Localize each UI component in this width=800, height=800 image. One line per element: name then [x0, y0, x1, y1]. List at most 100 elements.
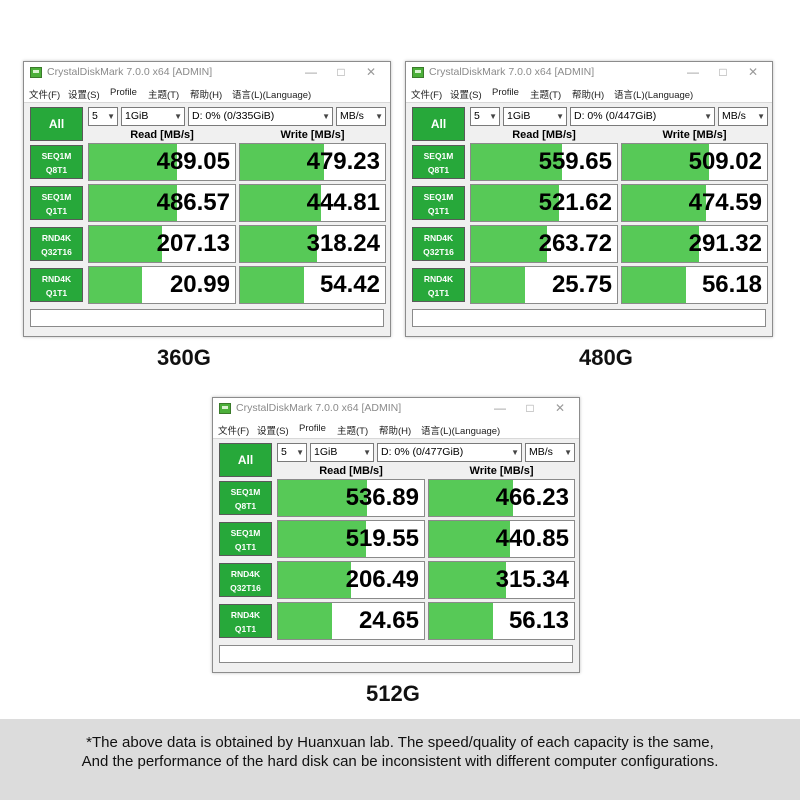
menu-theme[interactable]: 主题(T)	[148, 90, 180, 101]
chevron-down-icon: ▼	[107, 112, 115, 121]
menu-help[interactable]: 帮助(H)	[379, 426, 412, 437]
chevron-down-icon: ▼	[322, 112, 330, 121]
write-value: 315.34	[495, 566, 569, 593]
menu-file[interactable]: 文件(F)	[411, 90, 443, 101]
write-result-cell: 56.18	[621, 266, 768, 304]
test-button-rnd4k-q32t16[interactable]: RND4K Q32T16	[30, 227, 83, 261]
maximize-button[interactable]: □	[337, 65, 345, 79]
read-value: 25.75	[551, 271, 612, 298]
test-params: Q32T16	[41, 247, 72, 257]
disclaimer-line-2: And the performance of the hard disk can…	[81, 753, 719, 770]
read-result-cell: 486.57	[88, 184, 236, 222]
all-button[interactable]: All	[219, 443, 272, 477]
drive-value: D: 0% (0/447GiB)	[574, 110, 657, 122]
count-select[interactable]: 5 ▼	[470, 107, 500, 126]
read-result-cell: 206.49	[277, 561, 425, 599]
close-button[interactable]: ✕	[554, 401, 566, 415]
count-select[interactable]: 5 ▼	[88, 107, 118, 126]
read-level-bar	[89, 267, 142, 303]
unit-select[interactable]: MB/s ▼	[718, 107, 768, 126]
menu-language[interactable]: 语言(L)(Language)	[421, 426, 501, 437]
maximize-button[interactable]: □	[526, 401, 534, 415]
minimize-button[interactable]: —	[494, 401, 506, 415]
menu-language[interactable]: 语言(L)(Language)	[614, 90, 694, 101]
read-result-cell: 25.75	[470, 266, 618, 304]
write-result-cell: 444.81	[239, 184, 386, 222]
read-value: 24.65	[358, 607, 419, 634]
all-button[interactable]: All	[412, 107, 465, 141]
test-button-seq1m-q1t1[interactable]: SEQ1M Q1T1	[30, 186, 83, 220]
unit-select[interactable]: MB/s ▼	[336, 107, 386, 126]
test-button-seq1m-q1t1[interactable]: SEQ1M Q1T1	[219, 522, 272, 556]
window-title: CrystalDiskMark 7.0.0 x64 [ADMIN]	[47, 66, 213, 78]
menu-help[interactable]: 帮助(H)	[190, 90, 223, 101]
drive-select[interactable]: D: 0% (0/447GiB) ▼	[570, 107, 715, 126]
menu-profile[interactable]: Profile	[110, 87, 137, 98]
test-params: Q1T1	[45, 288, 68, 298]
chevron-down-icon: ▼	[174, 112, 182, 121]
write-level-bar	[622, 144, 709, 180]
read-result-cell: 519.55	[277, 520, 425, 558]
count-select[interactable]: 5 ▼	[277, 443, 307, 462]
test-button-rnd4k-q1t1[interactable]: RND4K Q1T1	[219, 604, 272, 638]
unit-value: MB/s	[722, 110, 746, 122]
size-value: 1GiB	[125, 110, 149, 122]
menu-settings[interactable]: 设置(S)	[257, 426, 289, 437]
test-button-seq1m-q8t1[interactable]: SEQ1M Q8T1	[30, 145, 83, 179]
size-select[interactable]: 1GiB ▼	[503, 107, 567, 126]
test-button-seq1m-q1t1[interactable]: SEQ1M Q1T1	[412, 186, 465, 220]
size-select[interactable]: 1GiB ▼	[121, 107, 185, 126]
minimize-button[interactable]: —	[305, 65, 317, 79]
test-button-seq1m-q8t1[interactable]: SEQ1M Q8T1	[412, 145, 465, 179]
read-result-cell: 559.65	[470, 143, 618, 181]
read-header: Read [MB/s]	[512, 129, 576, 141]
test-button-rnd4k-q32t16[interactable]: RND4K Q32T16	[412, 227, 465, 261]
write-result-cell: 318.24	[239, 225, 386, 263]
minimize-button[interactable]: —	[687, 65, 699, 79]
menu-settings[interactable]: 设置(S)	[68, 90, 100, 101]
unit-select[interactable]: MB/s ▼	[525, 443, 575, 462]
read-level-bar	[278, 521, 366, 557]
disclaimer-footer: *The above data is obtained by Huanxuan …	[0, 719, 800, 800]
menu-file[interactable]: 文件(F)	[29, 90, 61, 101]
read-result-cell: 536.89	[277, 479, 425, 517]
comment-field[interactable]	[30, 309, 384, 327]
close-button[interactable]: ✕	[747, 65, 759, 79]
test-button-rnd4k-q32t16[interactable]: RND4K Q32T16	[219, 563, 272, 597]
title-bar: CrystalDiskMark 7.0.0 x64 [ADMIN] — □ ✕	[213, 398, 579, 420]
test-button-rnd4k-q1t1[interactable]: RND4K Q1T1	[412, 268, 465, 302]
chevron-down-icon: ▼	[375, 112, 383, 121]
comment-field[interactable]	[219, 645, 573, 663]
size-select[interactable]: 1GiB ▼	[310, 443, 374, 462]
read-level-bar	[278, 480, 368, 516]
drive-select[interactable]: D: 0% (0/335GiB) ▼	[188, 107, 333, 126]
test-name: SEQ1M	[41, 151, 72, 161]
menu-language[interactable]: 语言(L)(Language)	[232, 90, 312, 101]
read-header: Read [MB/s]	[130, 129, 194, 141]
menu-profile[interactable]: Profile	[492, 87, 519, 98]
close-button[interactable]: ✕	[365, 65, 377, 79]
drive-select[interactable]: D: 0% (0/477GiB) ▼	[377, 443, 522, 462]
test-params: Q32T16	[230, 583, 261, 593]
menu-theme[interactable]: 主题(T)	[337, 426, 369, 437]
test-button-rnd4k-q1t1[interactable]: RND4K Q1T1	[30, 268, 83, 302]
crystaldiskmark-app-icon	[30, 67, 42, 78]
crystaldiskmark-app-icon	[219, 403, 231, 414]
menu-theme[interactable]: 主题(T)	[530, 90, 562, 101]
read-level-bar	[471, 226, 547, 262]
menu-file[interactable]: 文件(F)	[218, 426, 250, 437]
maximize-button[interactable]: □	[719, 65, 727, 79]
test-button-seq1m-q8t1[interactable]: SEQ1M Q8T1	[219, 481, 272, 515]
write-level-bar	[429, 480, 514, 516]
menu-help[interactable]: 帮助(H)	[572, 90, 605, 101]
menu-settings[interactable]: 设置(S)	[450, 90, 482, 101]
test-params: Q1T1	[427, 288, 450, 298]
comment-field[interactable]	[412, 309, 766, 327]
write-result-cell: 315.34	[428, 561, 575, 599]
test-name: RND4K	[41, 233, 72, 243]
menu-profile[interactable]: Profile	[299, 423, 326, 434]
read-level-bar	[278, 603, 333, 639]
write-value: 291.32	[688, 230, 762, 257]
all-button[interactable]: All	[30, 107, 83, 141]
window-title: CrystalDiskMark 7.0.0 x64 [ADMIN]	[236, 402, 402, 414]
